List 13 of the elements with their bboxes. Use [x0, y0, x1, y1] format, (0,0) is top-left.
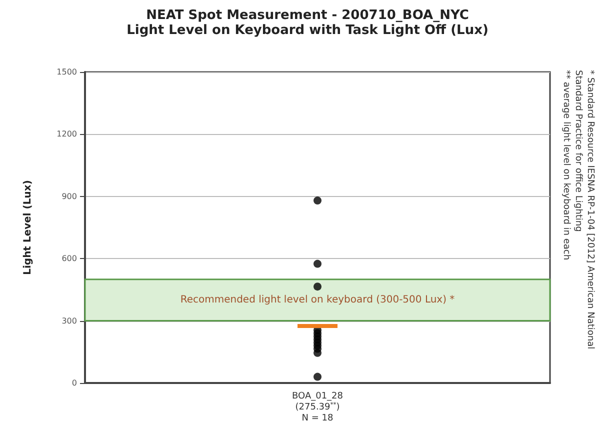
y-tick-label: 1500 — [56, 68, 77, 76]
text: ** average light level on keyboard in each — [561, 70, 571, 260]
text: * Standard Resource IESNA RP-1-04 [2012] American National — [585, 70, 595, 350]
chart-subtitle: Light Level on Keyboard with Task Light Off (Lux) — [126, 23, 488, 38]
text: Standard Practice for office Lighting — [573, 70, 583, 232]
y-tick-label: 0 — [72, 378, 77, 388]
band-label: Recommended light level on keyboard (300-500 Lux) * — [180, 294, 455, 306]
y-axis-title: Light Level (Lux) — [22, 180, 34, 275]
y-tick-label: 600 — [62, 254, 77, 264]
y-tick-label: 900 — [62, 192, 77, 201]
chart-title: NEAT Spot Measurement - 200710_BOA_NYC — [146, 8, 469, 23]
y-tick-label: 1200 — [56, 130, 77, 139]
y-tick-label: 300 — [62, 316, 77, 326]
